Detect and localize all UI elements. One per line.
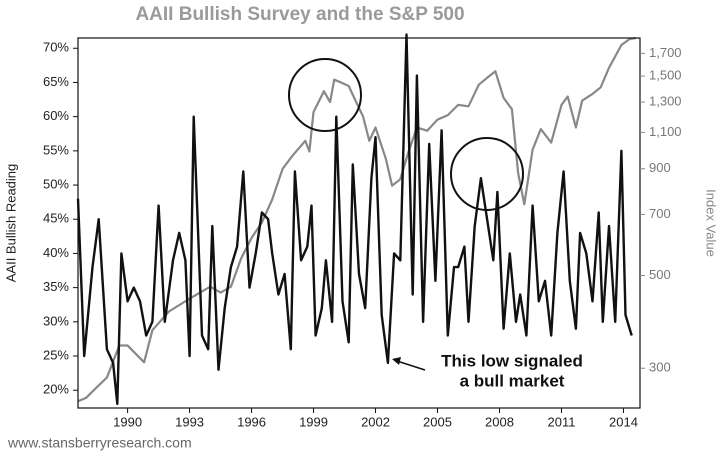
y-tick-label: 25% [43,347,69,362]
x-tick-label: 2014 [609,414,638,429]
y-tick-label: 70% [43,40,69,55]
y2-tick-label: 900 [649,160,671,175]
annotation-arrowhead [392,357,401,365]
series-line [76,33,633,406]
source: www.stansberryresearch.com [7,435,192,451]
highlight-circle [450,137,524,211]
y2-tick-label: 1,500 [649,68,682,83]
y-tick-label: 30% [43,313,69,328]
x-tick-label: 2008 [485,414,514,429]
y-tick-label: 35% [43,279,69,294]
annotation: This low signaled [441,351,583,370]
y2-tick-label: 1,300 [649,93,682,108]
x-tick-label: 1990 [113,414,142,429]
x-tick-label: 1999 [299,414,328,429]
x-tick-label: 2002 [361,414,390,429]
y2-tick-label: 1,700 [649,45,682,60]
x-tick-label: 2011 [548,414,576,429]
y-tick-label: 50% [43,176,69,191]
x-tick-label: 2005 [423,414,452,429]
x-tick-label: 1993 [175,414,204,429]
y-tick-label: 45% [43,211,69,226]
y2-tick-label: 700 [649,206,671,221]
y2-axis-label: Index Value [704,189,719,257]
y-axis-label: AAII Bullish Reading [3,164,18,283]
y2-tick-label: 500 [649,267,671,282]
highlight-circle [288,58,362,132]
y-tick-label: 20% [43,382,69,397]
y-tick-label: 40% [43,245,69,260]
chart-title: AAII Bullish Survey and the S&P 500 [135,4,464,25]
x-tick-label: 1996 [237,414,266,429]
annotation-arrow [396,360,426,371]
y2-tick-label: 1,100 [649,124,682,139]
annotation: a bull market [460,371,565,390]
plot-frame [77,37,641,409]
y-tick-label: 60% [43,108,69,123]
y-tick-label: 65% [43,74,69,89]
plot-area [76,33,637,406]
y-tick-label: 55% [43,142,69,157]
y2-tick-label: 300 [649,360,671,375]
